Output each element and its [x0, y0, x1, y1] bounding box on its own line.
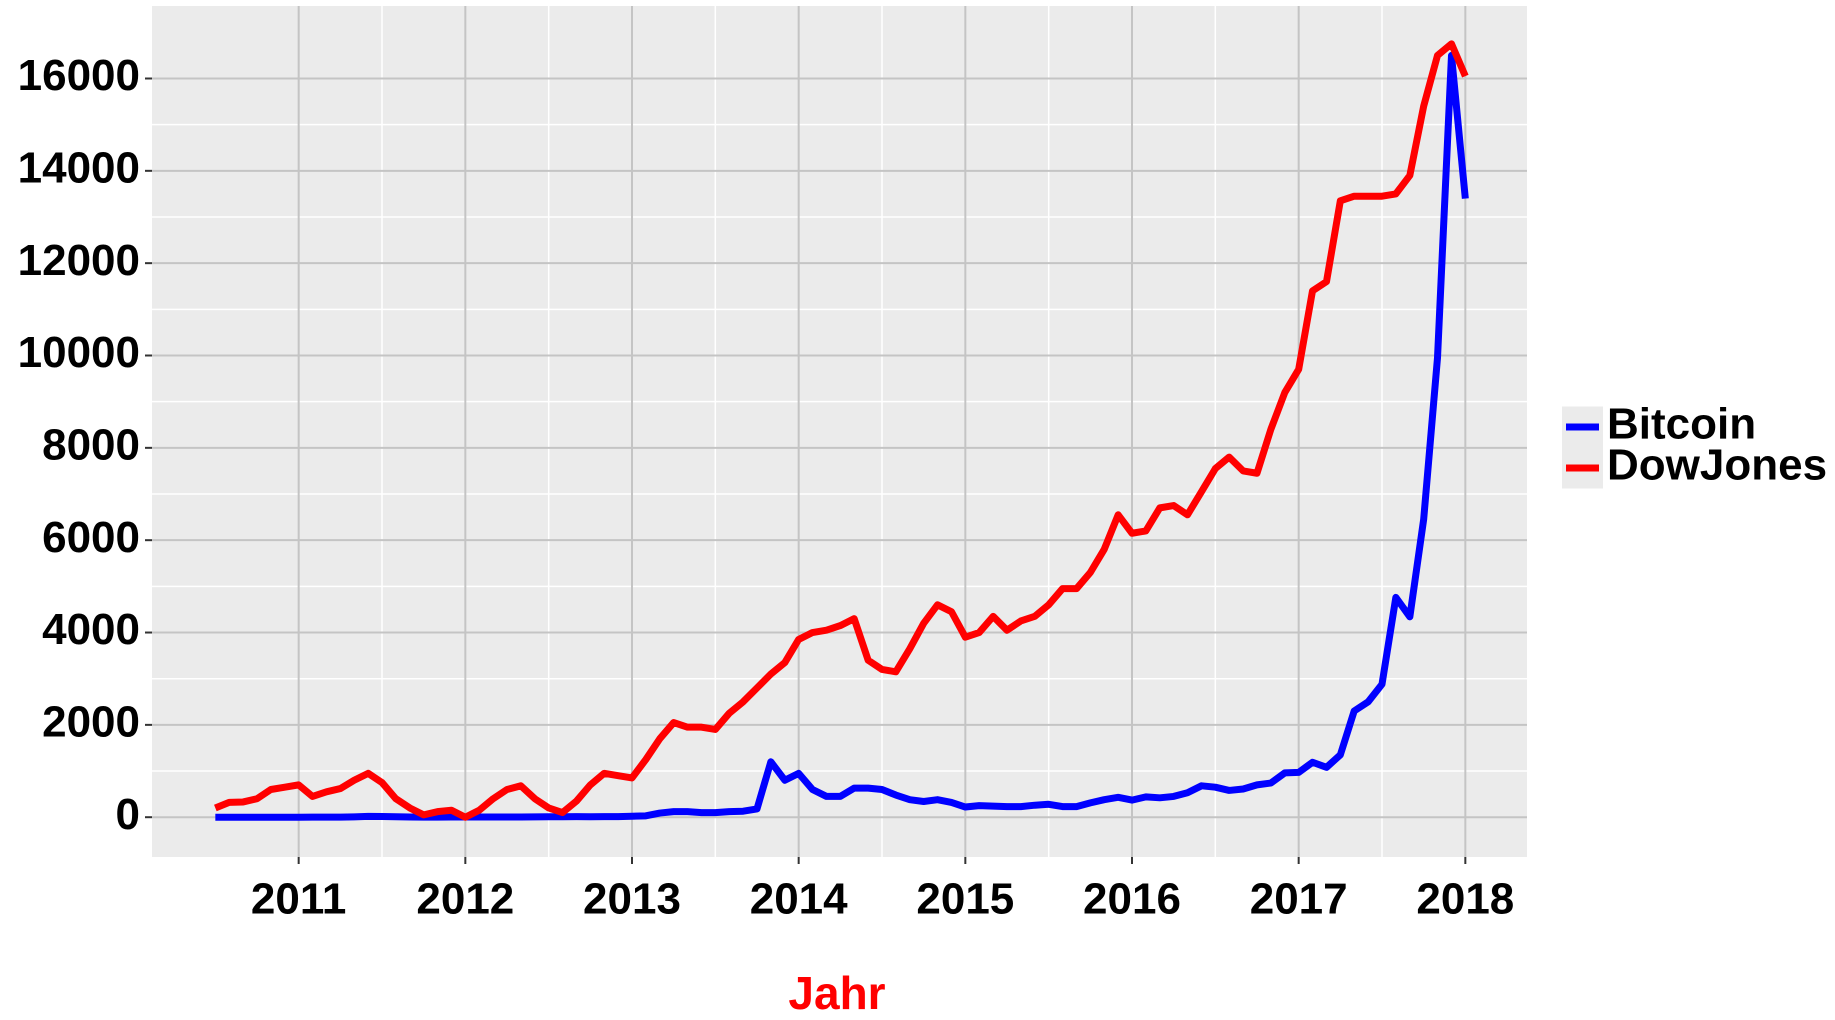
panel [152, 6, 1527, 857]
x-tick-label: 2014 [750, 875, 848, 924]
y-tick-label: 2000 [42, 697, 140, 746]
x-tick-label: 2012 [416, 875, 514, 924]
x-tick-label: 2013 [583, 875, 681, 924]
y-tick-label: 16000 [18, 51, 140, 100]
y-tick-label: 6000 [42, 513, 140, 562]
x-axis-title: Jahr [788, 967, 885, 1019]
y-tick-label: 8000 [42, 420, 140, 469]
x-tick-label: 2017 [1250, 875, 1348, 924]
x-tick-label: 2016 [1083, 875, 1181, 924]
y-tick-label: 14000 [18, 143, 140, 192]
x-tick-label: 2018 [1416, 875, 1514, 924]
x-tick-label: 2011 [251, 875, 346, 924]
series-line [214, 40, 1469, 821]
y-tick-label: 12000 [18, 236, 140, 285]
legend-label: DowJones [1607, 441, 1827, 490]
y-tick-label: 10000 [18, 328, 140, 377]
y-tick-label: 0 [116, 790, 140, 839]
legend-label: Bitcoin [1607, 400, 1756, 449]
x-tick-label: 2015 [916, 875, 1014, 924]
y-tick-label: 4000 [42, 605, 140, 654]
